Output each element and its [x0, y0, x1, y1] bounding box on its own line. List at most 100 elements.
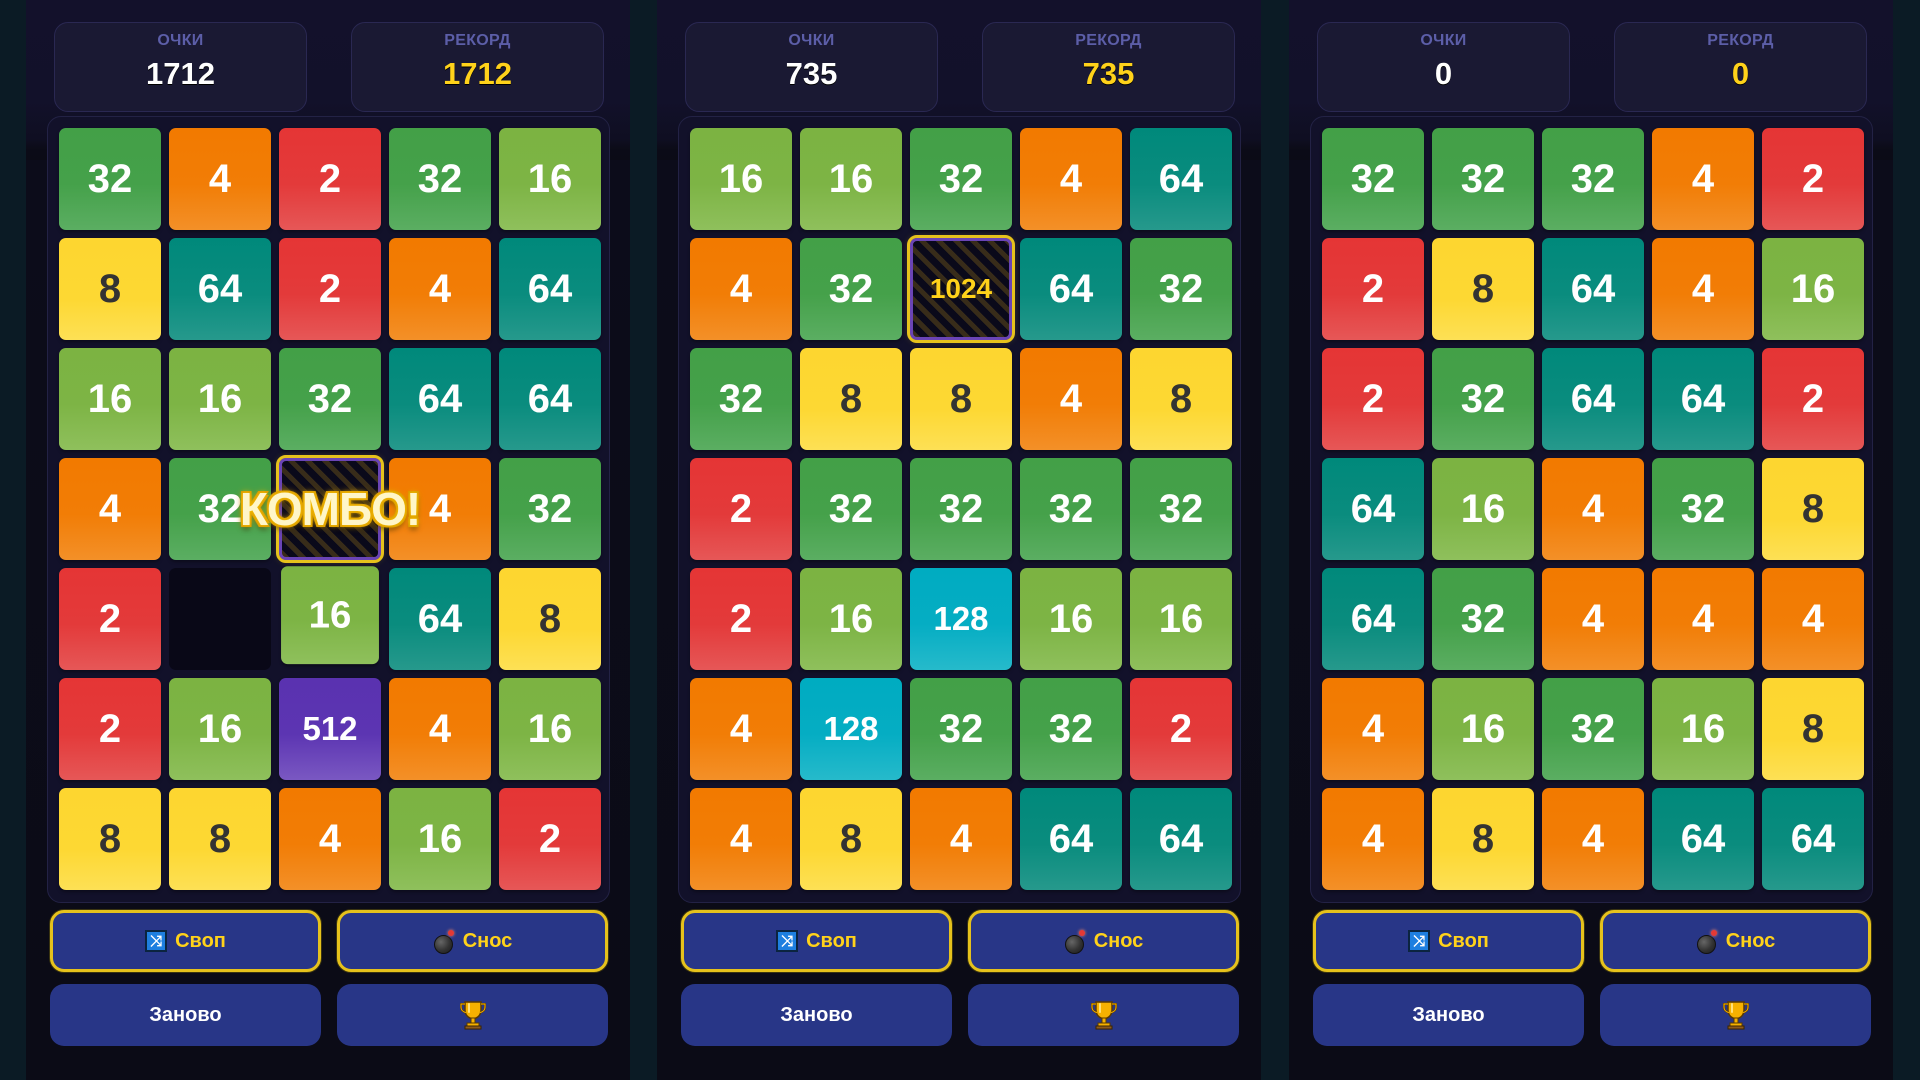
tile[interactable]: 64	[389, 568, 491, 670]
tile[interactable]: 4	[1322, 678, 1424, 780]
bomb-button[interactable]: Снос	[337, 910, 608, 972]
tile[interactable]: 4	[1652, 128, 1754, 230]
tile[interactable]: 2	[59, 568, 161, 670]
tile[interactable]: 4	[389, 238, 491, 340]
tile[interactable]: 32	[1020, 678, 1122, 780]
tile[interactable]: 4	[59, 458, 161, 560]
tile[interactable]: 16	[1762, 238, 1864, 340]
tile[interactable]: 64	[389, 348, 491, 450]
tile[interactable]: 16	[499, 678, 601, 780]
tile[interactable]: 4	[690, 788, 792, 890]
tile[interactable]: 8	[1762, 458, 1864, 560]
tile[interactable]: 8	[1130, 348, 1232, 450]
tile[interactable]: 64	[1652, 788, 1754, 890]
tile[interactable]: 64	[169, 238, 271, 340]
tile[interactable]: 512	[279, 678, 381, 780]
tile[interactable]: 16	[690, 128, 792, 230]
tile[interactable]: 8	[910, 348, 1012, 450]
tile[interactable]: 16	[1130, 568, 1232, 670]
tile[interactable]: 2	[1322, 348, 1424, 450]
tile[interactable]: 2	[279, 238, 381, 340]
tile[interactable]: 4	[1542, 568, 1644, 670]
tile[interactable]: 4	[169, 128, 271, 230]
tile[interactable]: 4	[1322, 788, 1424, 890]
tile[interactable]: 32	[1432, 348, 1534, 450]
tile[interactable]: 128	[910, 568, 1012, 670]
tile[interactable]: 16	[800, 568, 902, 670]
tile[interactable]: 32	[1542, 128, 1644, 230]
tile[interactable]: 32	[59, 128, 161, 230]
leaderboard-button[interactable]	[337, 984, 608, 1046]
tile[interactable]: 16	[59, 348, 161, 450]
tile[interactable]: 64	[1762, 788, 1864, 890]
tile[interactable]: 4	[690, 238, 792, 340]
tile[interactable]: 4	[1652, 568, 1754, 670]
restart-button[interactable]: Заново	[681, 984, 952, 1046]
tile[interactable]: 16	[1652, 678, 1754, 780]
tile[interactable]: 32	[1130, 458, 1232, 560]
tile[interactable]: 4	[910, 788, 1012, 890]
tile[interactable]: 32	[1322, 128, 1424, 230]
tile[interactable]: 32	[1130, 238, 1232, 340]
tile[interactable]: 4	[690, 678, 792, 780]
tile[interactable]: 16	[389, 788, 491, 890]
tile[interactable]: 32	[1432, 128, 1534, 230]
tile[interactable]: 4	[279, 788, 381, 890]
tile[interactable]: 2	[690, 458, 792, 560]
restart-button[interactable]: Заново	[1313, 984, 1584, 1046]
tile[interactable]: 16	[499, 128, 601, 230]
tile[interactable]: 4	[1762, 568, 1864, 670]
tile[interactable]: 16	[169, 348, 271, 450]
empty-cell[interactable]	[169, 568, 271, 670]
tile[interactable]: 16	[1432, 458, 1534, 560]
tile[interactable]: 64	[499, 348, 601, 450]
tile[interactable]: 4	[1652, 238, 1754, 340]
leaderboard-button[interactable]	[968, 984, 1239, 1046]
bomb-button[interactable]: Снос	[968, 910, 1239, 972]
tile[interactable]: 32	[910, 128, 1012, 230]
tile[interactable]: 8	[169, 788, 271, 890]
tile[interactable]: 32	[800, 238, 902, 340]
tile[interactable]: 8	[59, 788, 161, 890]
tile[interactable]: 32	[910, 678, 1012, 780]
tile[interactable]: 8	[499, 568, 601, 670]
tile[interactable]: 4	[389, 678, 491, 780]
tile[interactable]: 2	[279, 128, 381, 230]
swap-button[interactable]: ⤨ Своп	[50, 910, 321, 972]
tile[interactable]: 2	[1322, 238, 1424, 340]
tile[interactable]: 4	[1020, 128, 1122, 230]
tile[interactable]: 2	[1130, 678, 1232, 780]
leaderboard-button[interactable]	[1600, 984, 1871, 1046]
tile[interactable]: 64	[1322, 458, 1424, 560]
tile[interactable]: 32	[279, 348, 381, 450]
tile[interactable]: 32	[690, 348, 792, 450]
tile[interactable]: 32	[1020, 458, 1122, 560]
restart-button[interactable]: Заново	[50, 984, 321, 1046]
tile[interactable]: 4	[389, 458, 491, 560]
tile[interactable]: 4	[1542, 788, 1644, 890]
tile[interactable]: 16	[281, 566, 379, 665]
tile[interactable]: 64	[499, 238, 601, 340]
tile[interactable]: 64	[1130, 788, 1232, 890]
bomb-button[interactable]: Снос	[1600, 910, 1871, 972]
tile[interactable]: 64	[1130, 128, 1232, 230]
tile[interactable]: 4	[1542, 458, 1644, 560]
tile[interactable]: 2	[1762, 128, 1864, 230]
tile[interactable]: 64	[1542, 238, 1644, 340]
tile[interactable]: 64	[1020, 788, 1122, 890]
tile[interactable]: 2	[59, 678, 161, 780]
tile[interactable]: 32	[499, 458, 601, 560]
tile[interactable]: 16	[800, 128, 902, 230]
tile[interactable]: 4	[1020, 348, 1122, 450]
tile[interactable]: 2	[499, 788, 601, 890]
tile[interactable]: 16	[1432, 678, 1534, 780]
tile[interactable]: 16	[169, 678, 271, 780]
tile[interactable]: 16	[1020, 568, 1122, 670]
tile[interactable]: 32	[1542, 678, 1644, 780]
tile[interactable]: 128	[800, 678, 902, 780]
tile[interactable]: 8	[1432, 788, 1534, 890]
tile[interactable]: 32	[1652, 458, 1754, 560]
special-tile[interactable]: КОМБО!	[240, 455, 421, 563]
tile[interactable]: 32	[800, 458, 902, 560]
tile[interactable]: 64	[1322, 568, 1424, 670]
